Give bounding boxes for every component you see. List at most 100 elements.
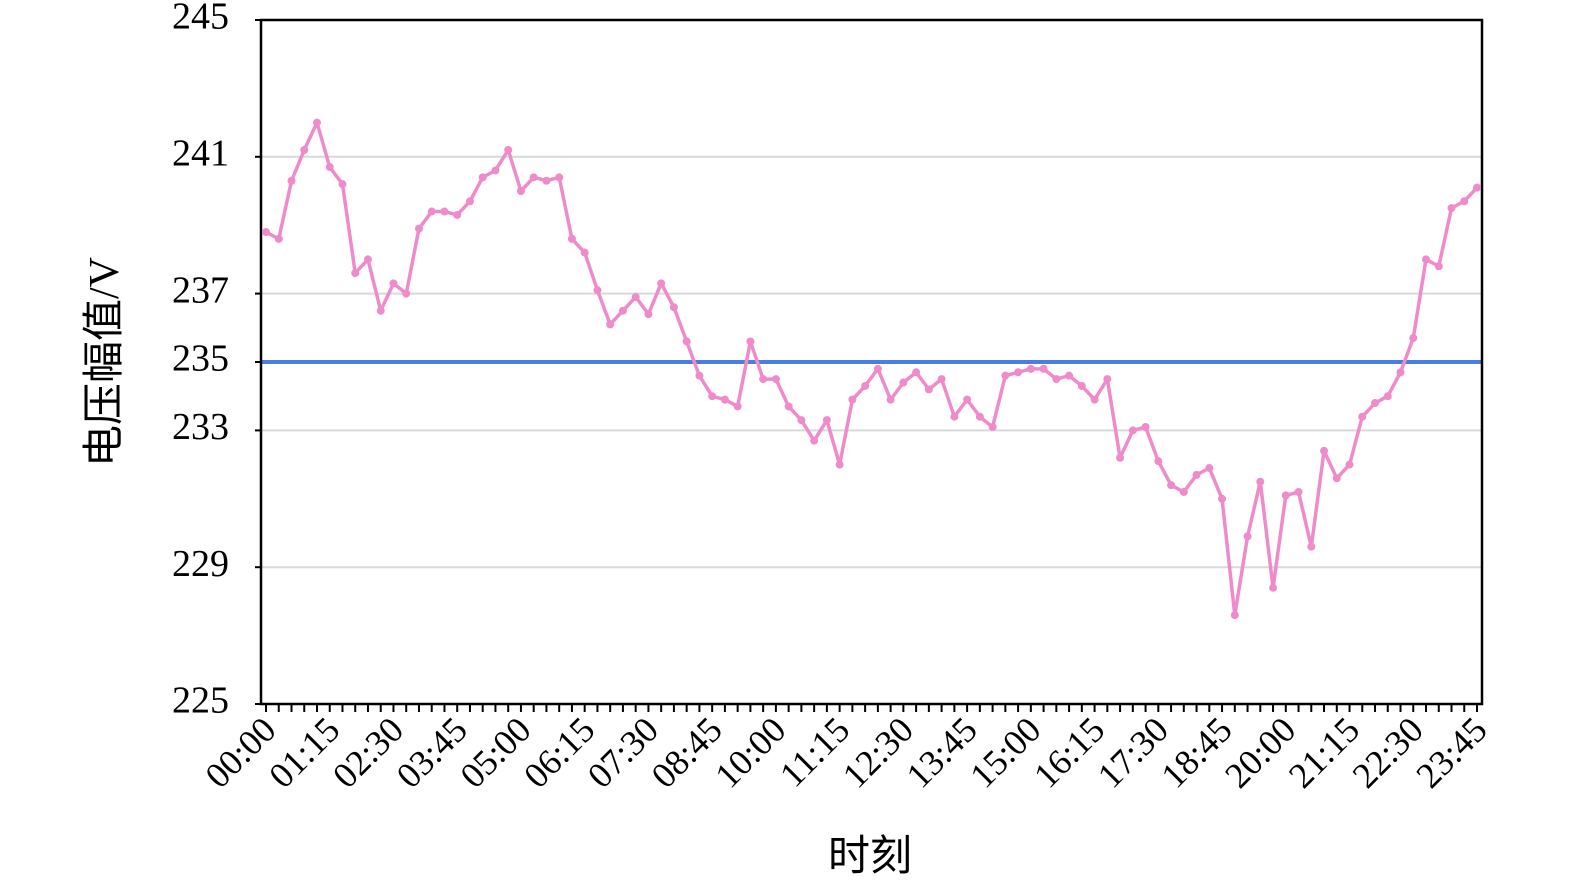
x-tick-label: 00:00 xyxy=(197,709,283,795)
x-tick-label: 06:15 xyxy=(516,709,602,795)
point xyxy=(733,402,742,411)
point xyxy=(1039,364,1048,373)
point xyxy=(1065,371,1074,380)
point xyxy=(1396,368,1405,377)
point xyxy=(1154,457,1163,466)
x-tick-label: 05:00 xyxy=(452,709,538,795)
point xyxy=(1141,422,1150,431)
point xyxy=(262,228,270,237)
point xyxy=(580,248,589,257)
point xyxy=(1256,477,1265,486)
point xyxy=(835,460,844,469)
point xyxy=(682,337,691,346)
point xyxy=(746,337,755,346)
x-tick-label: 17:30 xyxy=(1090,709,1176,795)
point xyxy=(1218,494,1227,503)
point xyxy=(287,176,296,185)
point xyxy=(708,392,717,401)
point xyxy=(1409,334,1418,343)
point xyxy=(1358,412,1367,421)
point xyxy=(1269,583,1278,592)
point xyxy=(593,286,602,295)
point xyxy=(1307,542,1316,551)
point xyxy=(1014,368,1023,377)
point xyxy=(274,234,283,243)
point xyxy=(465,197,474,206)
point xyxy=(1320,446,1329,455)
point xyxy=(759,375,768,384)
point xyxy=(300,145,309,154)
point xyxy=(542,176,551,185)
point xyxy=(491,166,500,175)
point xyxy=(478,173,487,182)
point xyxy=(1294,487,1303,496)
point xyxy=(1167,481,1176,490)
y-tick-label: 237 xyxy=(172,269,229,311)
x-tick-label: 10:00 xyxy=(707,709,793,795)
x-tick-label: 21:15 xyxy=(1281,709,1367,795)
x-tick-label: 22:30 xyxy=(1345,709,1431,795)
x-tick-label: 11:15 xyxy=(772,709,857,794)
point xyxy=(414,224,423,233)
x-tick-label: 13:45 xyxy=(898,709,984,795)
point xyxy=(1116,453,1125,462)
point xyxy=(1090,395,1099,404)
point xyxy=(1434,262,1443,271)
y-tick-label: 233 xyxy=(172,406,229,448)
point xyxy=(555,173,564,182)
point xyxy=(427,207,436,216)
x-tick-label: 01:15 xyxy=(261,709,347,795)
point xyxy=(1447,204,1456,213)
point xyxy=(631,293,640,302)
point xyxy=(797,416,806,425)
point xyxy=(848,395,857,404)
point xyxy=(1077,381,1086,390)
x-tick-label: 08:45 xyxy=(644,709,730,795)
point xyxy=(1192,470,1201,479)
point xyxy=(975,412,984,421)
point xyxy=(657,279,666,288)
x-tick-label: 12:30 xyxy=(835,709,921,795)
plot-frame xyxy=(259,18,1484,706)
point xyxy=(822,416,831,425)
point xyxy=(1422,255,1431,264)
x-tick-label: 20:00 xyxy=(1217,709,1303,795)
point xyxy=(351,269,360,278)
point xyxy=(1128,426,1137,435)
point xyxy=(950,412,959,421)
point xyxy=(1026,364,1035,373)
point xyxy=(810,436,819,445)
point xyxy=(1001,371,1010,380)
y-tick-label: 245 xyxy=(172,0,229,38)
point xyxy=(338,180,347,189)
y-tick-label: 241 xyxy=(172,133,229,175)
x-tick-label: 16:15 xyxy=(1026,709,1112,795)
x-tick-label: 18:45 xyxy=(1153,709,1239,795)
point xyxy=(567,234,576,243)
x-tick-label: 07:30 xyxy=(580,709,666,795)
point xyxy=(1281,491,1290,500)
point xyxy=(453,210,462,219)
point xyxy=(376,306,385,315)
point xyxy=(1460,197,1469,206)
point xyxy=(873,364,882,373)
point xyxy=(1205,464,1214,473)
point xyxy=(720,395,729,404)
y-tick-label: 225 xyxy=(172,680,229,722)
x-tick-label: 23:45 xyxy=(1408,709,1494,795)
point xyxy=(606,320,615,329)
x-tick-label: 15:00 xyxy=(962,709,1048,795)
point xyxy=(312,118,321,127)
point xyxy=(1473,183,1481,192)
point xyxy=(618,306,627,315)
point xyxy=(363,255,372,264)
point xyxy=(644,310,653,319)
x-tick-label: 03:45 xyxy=(389,709,475,795)
point xyxy=(937,375,946,384)
x-tick-label: 02:30 xyxy=(325,709,411,795)
point xyxy=(924,385,933,394)
point xyxy=(886,395,895,404)
series-line xyxy=(265,120,1479,617)
